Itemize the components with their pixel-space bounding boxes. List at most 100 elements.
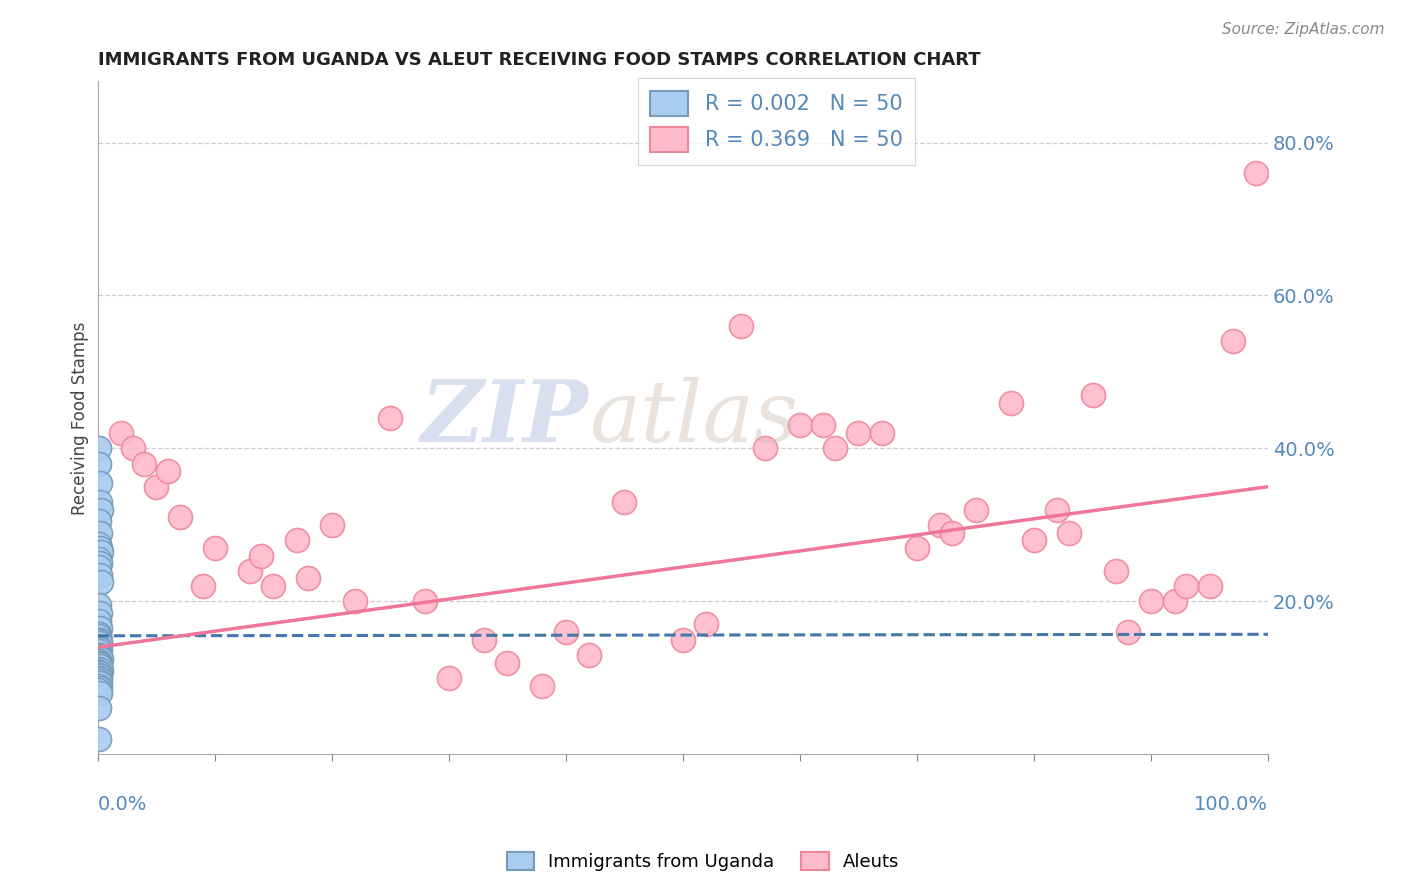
Point bbox=[285, 533, 308, 548]
Point bbox=[1116, 625, 1139, 640]
Point bbox=[87, 657, 110, 672]
Point bbox=[145, 480, 167, 494]
Point bbox=[1081, 388, 1104, 402]
Point bbox=[87, 626, 110, 640]
Point bbox=[89, 673, 111, 687]
Point bbox=[89, 681, 111, 695]
Point bbox=[848, 426, 870, 441]
Point bbox=[87, 629, 110, 643]
Point bbox=[90, 663, 112, 677]
Point bbox=[87, 644, 110, 658]
Point bbox=[613, 495, 636, 509]
Point bbox=[1175, 579, 1198, 593]
Point bbox=[1163, 594, 1185, 608]
Point bbox=[1022, 533, 1045, 548]
Text: Source: ZipAtlas.com: Source: ZipAtlas.com bbox=[1222, 22, 1385, 37]
Point bbox=[89, 541, 111, 555]
Point bbox=[1046, 502, 1069, 516]
Point bbox=[87, 514, 110, 528]
Point bbox=[1000, 395, 1022, 409]
Point bbox=[87, 662, 110, 676]
Point bbox=[321, 517, 343, 532]
Point bbox=[121, 442, 143, 456]
Point bbox=[134, 457, 156, 471]
Point bbox=[87, 683, 110, 698]
Text: atlas: atlas bbox=[589, 376, 799, 459]
Text: 0.0%: 0.0% bbox=[97, 795, 148, 814]
Point bbox=[1198, 579, 1220, 593]
Point bbox=[90, 544, 112, 558]
Point bbox=[789, 418, 811, 433]
Point bbox=[87, 732, 110, 747]
Point bbox=[169, 510, 191, 524]
Point bbox=[437, 671, 460, 685]
Point bbox=[87, 634, 110, 648]
Point bbox=[87, 457, 110, 471]
Point bbox=[87, 668, 110, 682]
Point bbox=[89, 666, 111, 681]
Point bbox=[824, 442, 846, 456]
Point bbox=[531, 679, 554, 693]
Point bbox=[87, 598, 110, 612]
Point bbox=[89, 648, 111, 662]
Point bbox=[89, 669, 111, 683]
Point bbox=[191, 579, 214, 593]
Point bbox=[87, 560, 110, 574]
Point bbox=[905, 541, 928, 555]
Point bbox=[929, 517, 952, 532]
Point bbox=[813, 418, 835, 433]
Point bbox=[89, 567, 111, 582]
Point bbox=[578, 648, 600, 662]
Point bbox=[87, 679, 110, 693]
Point bbox=[87, 537, 110, 551]
Point bbox=[695, 617, 717, 632]
Point bbox=[754, 442, 776, 456]
Point bbox=[87, 671, 110, 685]
Point bbox=[89, 556, 111, 570]
Point bbox=[965, 502, 987, 516]
Point bbox=[297, 571, 319, 585]
Point bbox=[89, 641, 111, 656]
Legend: R = 0.002   N = 50, R = 0.369   N = 50: R = 0.002 N = 50, R = 0.369 N = 50 bbox=[638, 78, 915, 164]
Point bbox=[89, 656, 111, 670]
Point bbox=[1140, 594, 1163, 608]
Point bbox=[110, 426, 132, 441]
Point bbox=[250, 549, 273, 563]
Point bbox=[554, 625, 576, 640]
Point bbox=[87, 701, 110, 715]
Point bbox=[239, 564, 262, 578]
Point bbox=[89, 621, 111, 635]
Point bbox=[87, 614, 110, 628]
Point bbox=[89, 525, 111, 540]
Point bbox=[87, 442, 110, 456]
Point bbox=[344, 594, 367, 608]
Legend: Immigrants from Uganda, Aleuts: Immigrants from Uganda, Aleuts bbox=[499, 845, 907, 879]
Y-axis label: Receiving Food Stamps: Receiving Food Stamps bbox=[72, 321, 89, 515]
Text: 100.0%: 100.0% bbox=[1194, 795, 1268, 814]
Point bbox=[870, 426, 893, 441]
Point bbox=[730, 319, 752, 334]
Point bbox=[87, 640, 110, 655]
Point bbox=[1222, 334, 1244, 349]
Text: IMMIGRANTS FROM UGANDA VS ALEUT RECEIVING FOOD STAMPS CORRELATION CHART: IMMIGRANTS FROM UGANDA VS ALEUT RECEIVIN… bbox=[97, 51, 980, 69]
Point bbox=[89, 686, 111, 700]
Point bbox=[1105, 564, 1128, 578]
Point bbox=[90, 502, 112, 516]
Point bbox=[89, 636, 111, 650]
Point bbox=[87, 654, 110, 668]
Point bbox=[380, 410, 402, 425]
Point bbox=[496, 656, 519, 670]
Point bbox=[89, 475, 111, 490]
Point bbox=[1246, 166, 1268, 180]
Point bbox=[415, 594, 437, 608]
Point bbox=[1057, 525, 1080, 540]
Point bbox=[87, 665, 110, 679]
Point bbox=[87, 552, 110, 566]
Point bbox=[262, 579, 284, 593]
Text: ZIP: ZIP bbox=[422, 376, 589, 459]
Point bbox=[204, 541, 226, 555]
Point bbox=[89, 659, 111, 673]
Point bbox=[941, 525, 963, 540]
Point bbox=[156, 464, 179, 478]
Point bbox=[90, 575, 112, 590]
